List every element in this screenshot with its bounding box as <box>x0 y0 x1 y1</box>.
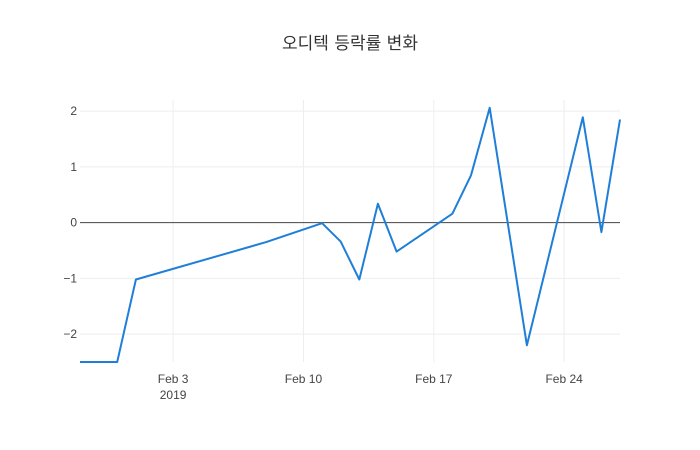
y-axis-ticks: 2 1 0 −1 −2 <box>63 104 77 341</box>
x-tick-label: Feb 10 <box>285 372 323 386</box>
series-group <box>80 106 621 363</box>
x-tick-label: Feb 17 <box>415 372 453 386</box>
grid-lines <box>80 100 620 362</box>
x-tick-year-label: 2019 <box>160 388 187 402</box>
y-tick-label: 2 <box>70 104 77 118</box>
x-tick-label: Feb 3 <box>158 372 189 386</box>
y-tick-label: 0 <box>70 216 77 230</box>
x-tick-label: Feb 24 <box>545 372 583 386</box>
y-tick-label: −1 <box>63 271 77 285</box>
y-tick-label: −2 <box>63 327 77 341</box>
x-axis-ticks: Feb 3 2019 Feb 10 Feb 17 Feb 24 <box>158 372 583 402</box>
series-line <box>80 106 621 363</box>
chart-title: 오디텍 등락률 변화 <box>282 34 418 54</box>
y-tick-label: 1 <box>70 160 77 174</box>
